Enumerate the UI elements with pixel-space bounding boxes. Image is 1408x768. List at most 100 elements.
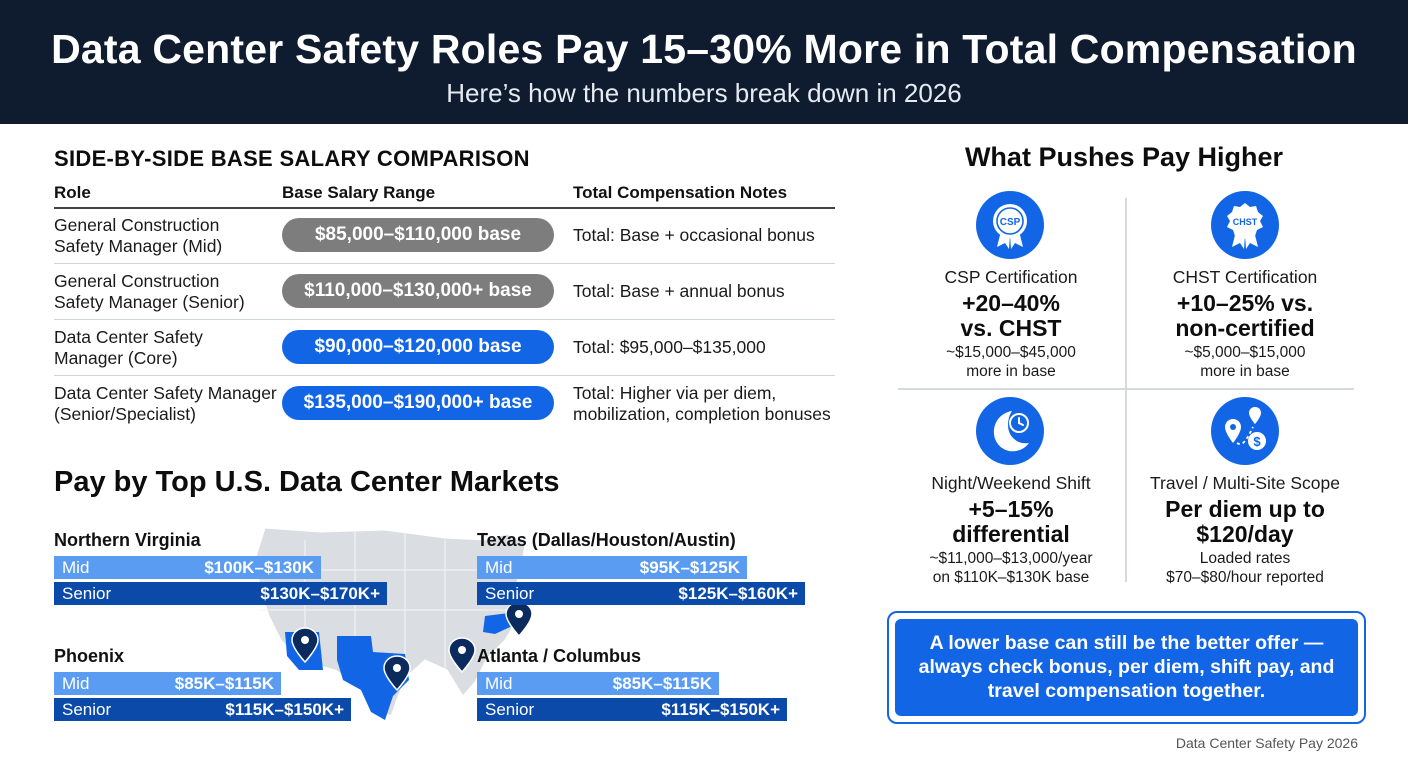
salary-range-pill: $110,000–$130,000+ base (282, 274, 554, 308)
factor-name: Night/Weekend Shift (931, 473, 1091, 493)
advice-callout: A lower base can still be the better off… (887, 611, 1366, 724)
factor-detail-line: more in base (1200, 363, 1290, 380)
markets-title: Pay by Top U.S. Data Center Markets (54, 466, 560, 498)
footer-credit: Data Center Safety Pay 2026 (1175, 735, 1358, 751)
row-role-line: Safety Manager (Mid) (54, 236, 223, 256)
factor-night-shift: Night/Weekend Shift +5–15% differential … (897, 472, 1125, 587)
factor-name: CHST Certification (1172, 267, 1318, 287)
senior-salary-bar: Senior $130K–$170K+ (54, 582, 387, 605)
factor-impact-line: +20–40% (962, 290, 1060, 316)
comparison-title: SIDE-BY-SIDE BASE SALARY COMPARISON (54, 146, 530, 171)
factor-detail-line: ~$15,000–$45,000 (946, 344, 1076, 361)
row-divider (54, 319, 835, 320)
map-pin-dollar-icon: $ (1211, 397, 1279, 465)
market-name: Northern Virginia (54, 530, 201, 550)
mid-value: $85K–$115K (612, 674, 712, 693)
salary-range-pill: $135,000–$190,000+ base (282, 386, 554, 420)
market-name: Atlanta / Columbus (477, 646, 642, 666)
mid-salary-bar: Mid $100K–$130K (54, 556, 321, 579)
factor-impact: +5–15% differential (897, 497, 1125, 547)
factors-horizontal-divider (898, 388, 1354, 390)
row-note: Total: $95,000–$135,000 (573, 337, 766, 357)
mid-label: Mid (62, 558, 90, 577)
mid-value: $100K–$130K (204, 558, 314, 577)
texas-pin-icon (383, 655, 411, 692)
table-header-divider (54, 207, 835, 209)
advice-callout-text: A lower base can still be the better off… (895, 619, 1358, 716)
moon-clock-icon (976, 397, 1044, 465)
csp-badge-icon: CSP (976, 191, 1044, 259)
us-map-graphic (254, 527, 533, 720)
row-role: Data Center Safety Manager (Senior/Speci… (54, 383, 284, 425)
senior-salary-bar: Senior $115K–$150K+ (54, 698, 351, 721)
row-role-line: General Construction (54, 271, 220, 291)
factors-vertical-divider (1125, 198, 1127, 582)
senior-salary-bar: Senior $115K–$150K+ (477, 698, 787, 721)
atlanta-pin-icon (448, 637, 476, 674)
factor-impact-line: $120/day (1196, 521, 1294, 547)
factor-detail: Loaded rates $70–$80/hour reported (1131, 549, 1359, 587)
senior-label: Senior (62, 584, 112, 603)
mid-salary-bar: Mid $85K–$115K (477, 672, 719, 695)
factor-name: Travel / Multi-Site Scope (1150, 473, 1340, 493)
row-note-line: Total: Higher via per diem, (573, 383, 777, 403)
factor-impact-line: +5–15% (968, 496, 1054, 522)
senior-value: $130K–$170K+ (260, 584, 380, 603)
mid-salary-bar: Mid $85K–$115K (54, 672, 281, 695)
row-note: Total: Base + occasional bonus (573, 225, 815, 245)
arizona-pin-icon (291, 627, 319, 664)
factor-detail-line: Loaded rates (1199, 550, 1291, 567)
mid-label: Mid (485, 558, 513, 577)
factor-impact-line: non-certified (1175, 315, 1315, 341)
header-banner: Data Center Safety Roles Pay 15–30% More… (0, 0, 1408, 124)
factor-detail-line: more in base (966, 363, 1056, 380)
factor-detail-line: ~$11,000–$13,000/year (929, 550, 1093, 567)
row-role-line: Manager (Core) (54, 348, 178, 368)
factor-impact-line: differential (952, 521, 1070, 547)
row-note: Total: Base + annual bonus (573, 281, 785, 301)
factor-impact-line: Per diem up to (1165, 496, 1325, 522)
row-role-line: Safety Manager (Senior) (54, 292, 245, 312)
virginia-pin-icon (505, 601, 533, 638)
row-role-line: General Construction (54, 215, 220, 235)
market-name: Phoenix (54, 646, 125, 666)
chst-badge-text: CHST (1233, 217, 1258, 227)
mid-label: Mid (485, 674, 513, 693)
row-role-line: Data Center Safety (54, 327, 203, 347)
row-divider (54, 375, 835, 376)
factor-detail-line: ~$5,000–$15,000 (1184, 344, 1306, 361)
factor-chst: CHST Certification +10–25% vs. non-certi… (1131, 266, 1359, 381)
mid-value: $95K–$125K (639, 558, 740, 577)
factor-detail: ~$15,000–$45,000 more in base (897, 343, 1125, 381)
senior-label: Senior (485, 700, 535, 719)
factor-detail-line: $70–$80/hour reported (1166, 569, 1324, 586)
chst-badge-icon: CHST (1211, 191, 1279, 259)
factor-detail: ~$5,000–$15,000 more in base (1131, 343, 1359, 381)
callout-line: travel compensation together. (987, 680, 1266, 702)
factor-impact: +10–25% vs. non-certified (1131, 291, 1359, 341)
row-note-line: mobilization, completion bonuses (573, 404, 831, 424)
page-title: Data Center Safety Roles Pay 15–30% More… (51, 26, 1357, 72)
factor-detail: ~$11,000–$13,000/year on $110K–$130K bas… (897, 549, 1125, 587)
senior-salary-bar: Senior $125K–$160K+ (477, 582, 805, 605)
row-role-line: (Senior/Specialist) (54, 404, 196, 424)
factor-detail-line: on $110K–$130K base (932, 569, 1090, 586)
row-role: General Construction Safety Manager (Mid… (54, 215, 284, 257)
svg-text:$: $ (1253, 434, 1261, 449)
senior-value: $125K–$160K+ (678, 584, 798, 603)
factor-csp: CSP Certification +20–40% vs. CHST ~$15,… (897, 266, 1125, 381)
page-subtitle: Here’s how the numbers break down in 202… (446, 78, 962, 108)
row-role: General Construction Safety Manager (Sen… (54, 271, 284, 313)
mid-salary-bar: Mid $95K–$125K (477, 556, 747, 579)
factors-title: What Pushes Pay Higher (964, 142, 1284, 172)
senior-value: $115K–$150K+ (225, 700, 344, 719)
mid-value: $85K–$115K (174, 674, 274, 693)
row-role-line: Data Center Safety Manager (54, 383, 277, 403)
col-header-total-comp: Total Compensation Notes (573, 183, 788, 202)
col-header-base-salary: Base Salary Range (282, 183, 436, 202)
senior-value: $115K–$150K+ (661, 700, 780, 719)
salary-range-pill: $85,000–$110,000 base (282, 218, 554, 252)
market-name: Texas (Dallas/Houston/Austin) (477, 530, 736, 550)
senior-label: Senior (62, 700, 112, 719)
csp-badge-text: CSP (1000, 217, 1021, 228)
